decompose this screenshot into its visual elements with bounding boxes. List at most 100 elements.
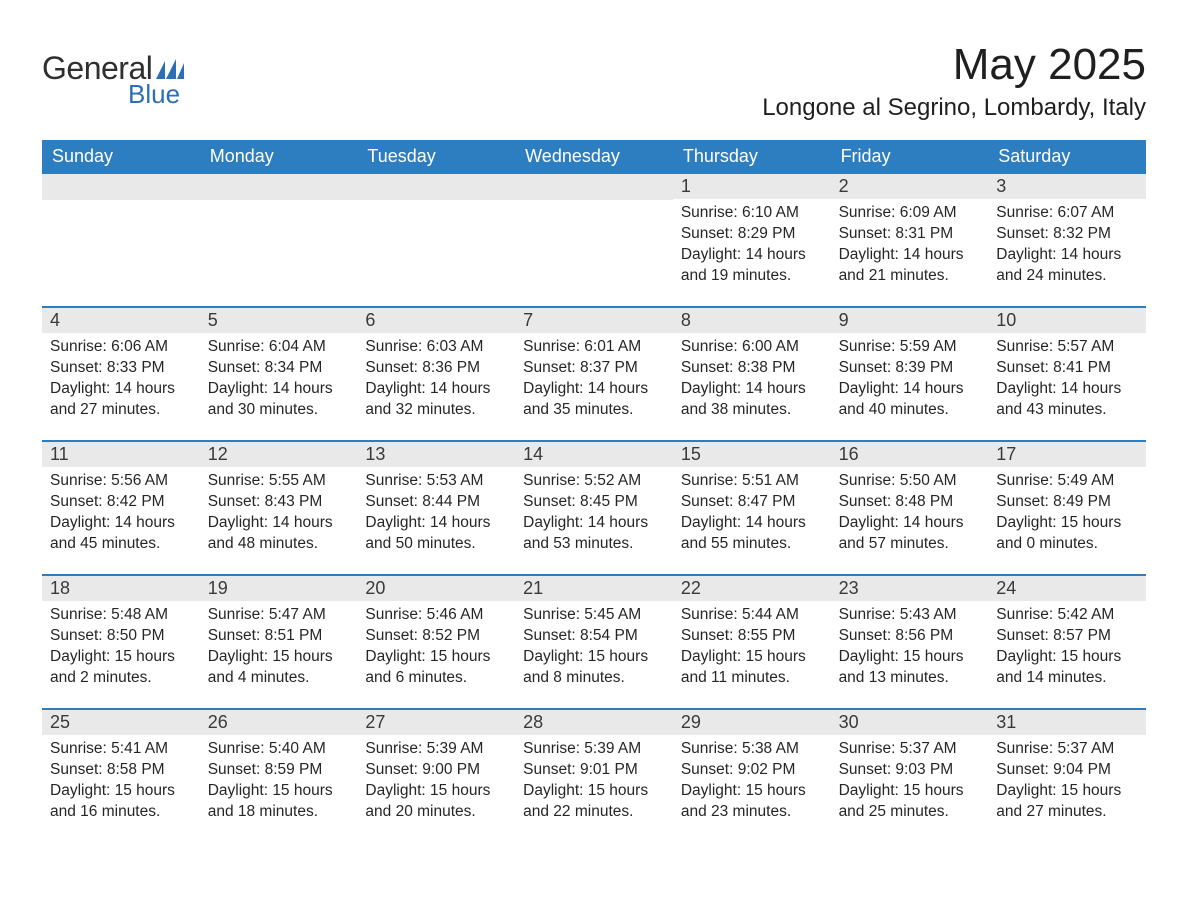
daylight-line2: and 2 minutes. bbox=[50, 668, 192, 689]
week-row: 18 Sunrise: 5:48 AMSunset: 8:50 PM Dayligh… bbox=[42, 574, 1146, 708]
day-cell bbox=[42, 174, 200, 306]
sunrise-text: Sunrise: 6:00 AM bbox=[681, 337, 823, 358]
weekday-saturday: Saturday bbox=[988, 140, 1146, 173]
day-cell: 22Sunrise: 5:44 AMSunset: 8:55 PMDayligh… bbox=[673, 576, 831, 708]
day-cell: 27Sunrise: 5:39 AMSunset: 9:00 PMDayligh… bbox=[357, 710, 515, 842]
day-number: 25 bbox=[42, 710, 200, 735]
day-cell: 11Sunrise: 5:56 AMSunset: 8:42 PMDayligh… bbox=[42, 442, 200, 574]
daylight-line2: and 35 minutes. bbox=[523, 400, 665, 421]
day-details: Sunrise: 6:04 AMSunset: 8:34 PMDaylight:… bbox=[200, 333, 358, 427]
weekday-sunday: Sunday bbox=[42, 140, 200, 173]
weeks-container: 1Sunrise: 6:10 AMSunset: 8:29 PMDaylight… bbox=[42, 174, 1146, 842]
day-details: Sunrise: 5:40 AMSunset: 8:59 PMDaylight:… bbox=[200, 735, 358, 829]
daylight-line1: Daylight: 14 hours bbox=[50, 379, 192, 400]
sunrise-text: Sunrise: 5:57 AM bbox=[996, 337, 1138, 358]
week-row: 25Sunrise: 5:41 AMSunset: 8:58 PMDayligh… bbox=[42, 708, 1146, 842]
weekday-monday: Monday bbox=[200, 140, 358, 173]
logo: General Blue bbox=[42, 50, 184, 110]
sunset-text: Sunset: 9:01 PM bbox=[523, 760, 665, 781]
daylight-line1: Daylight: 14 hours bbox=[839, 513, 981, 534]
day-details: Sunrise: 5:56 AMSunset: 8:42 PMDaylight:… bbox=[42, 467, 200, 561]
day-details: Sunrise: 5:52 AMSunset: 8:45 PMDaylight:… bbox=[515, 467, 673, 561]
daylight-line2: and 50 minutes. bbox=[365, 534, 507, 555]
day-details: Sunrise: 6:10 AMSunset: 8:29 PMDaylight:… bbox=[673, 199, 831, 293]
day-details: Sunrise: 6:06 AMSunset: 8:33 PMDaylight:… bbox=[42, 333, 200, 427]
weekday-wednesday: Wednesday bbox=[515, 140, 673, 173]
daylight-line2: and 6 minutes. bbox=[365, 668, 507, 689]
day-cell: 1Sunrise: 6:10 AMSunset: 8:29 PMDaylight… bbox=[673, 174, 831, 306]
daylight-line1: Daylight: 14 hours bbox=[208, 379, 350, 400]
day-number: 15 bbox=[673, 442, 831, 467]
sunrise-text: Sunrise: 5:39 AM bbox=[365, 739, 507, 760]
day-details: Sunrise: 6:07 AMSunset: 8:32 PMDaylight:… bbox=[988, 199, 1146, 293]
sunset-text: Sunset: 8:52 PM bbox=[365, 626, 507, 647]
sunrise-text: Sunrise: 5:44 AM bbox=[681, 605, 823, 626]
sunset-text: Sunset: 8:50 PM bbox=[50, 626, 192, 647]
day-cell: 2Sunrise: 6:09 AMSunset: 8:31 PMDaylight… bbox=[831, 174, 989, 306]
day-details: Sunrise: 5:38 AMSunset: 9:02 PMDaylight:… bbox=[673, 735, 831, 829]
sunrise-text: Sunrise: 6:06 AM bbox=[50, 337, 192, 358]
day-number: 21 bbox=[515, 576, 673, 601]
sunset-text: Sunset: 8:48 PM bbox=[839, 492, 981, 513]
sunset-text: Sunset: 8:39 PM bbox=[839, 358, 981, 379]
day-number: 20 bbox=[357, 576, 515, 601]
month-title: May 2025 bbox=[762, 40, 1146, 90]
daylight-line2: and 19 minutes. bbox=[681, 266, 823, 287]
day-number: 18 bbox=[42, 576, 200, 601]
daylight-line2: and 57 minutes. bbox=[839, 534, 981, 555]
sunset-text: Sunset: 8:31 PM bbox=[839, 224, 981, 245]
daylight-line1: Daylight: 15 hours bbox=[681, 647, 823, 668]
sunset-text: Sunset: 8:38 PM bbox=[681, 358, 823, 379]
sunrise-text: Sunrise: 6:01 AM bbox=[523, 337, 665, 358]
day-cell: 25Sunrise: 5:41 AMSunset: 8:58 PMDayligh… bbox=[42, 710, 200, 842]
sunrise-text: Sunrise: 5:53 AM bbox=[365, 471, 507, 492]
day-number: 3 bbox=[988, 174, 1146, 199]
sunset-text: Sunset: 8:43 PM bbox=[208, 492, 350, 513]
sunset-text: Sunset: 8:33 PM bbox=[50, 358, 192, 379]
sunrise-text: Sunrise: 6:03 AM bbox=[365, 337, 507, 358]
day-cell: 28Sunrise: 5:39 AMSunset: 9:01 PMDayligh… bbox=[515, 710, 673, 842]
day-cell bbox=[515, 174, 673, 306]
location-subtitle: Longone al Segrino, Lombardy, Italy bbox=[762, 94, 1146, 122]
day-number: 8 bbox=[673, 308, 831, 333]
sunrise-text: Sunrise: 5:38 AM bbox=[681, 739, 823, 760]
weekday-thursday: Thursday bbox=[673, 140, 831, 173]
day-details: Sunrise: 5:47 AMSunset: 8:51 PMDaylight:… bbox=[200, 601, 358, 695]
day-cell: 15Sunrise: 5:51 AMSunset: 8:47 PMDayligh… bbox=[673, 442, 831, 574]
daylight-line2: and 16 minutes. bbox=[50, 802, 192, 823]
day-number: 22 bbox=[673, 576, 831, 601]
day-details: Sunrise: 5:44 AMSunset: 8:55 PMDaylight:… bbox=[673, 601, 831, 695]
sunrise-text: Sunrise: 5:48 AM bbox=[50, 605, 192, 626]
day-cell: 29Sunrise: 5:38 AMSunset: 9:02 PMDayligh… bbox=[673, 710, 831, 842]
logo-blue-text: Blue bbox=[128, 79, 180, 110]
daylight-line1: Daylight: 14 hours bbox=[996, 379, 1138, 400]
sunrise-text: Sunrise: 5:37 AM bbox=[839, 739, 981, 760]
daylight-line2: and 24 minutes. bbox=[996, 266, 1138, 287]
day-cell: 13Sunrise: 5:53 AMSunset: 8:44 PMDayligh… bbox=[357, 442, 515, 574]
daylight-line2: and 53 minutes. bbox=[523, 534, 665, 555]
day-number: 29 bbox=[673, 710, 831, 735]
day-number: 14 bbox=[515, 442, 673, 467]
day-cell: 18Sunrise: 5:48 AMSunset: 8:50 PMDayligh… bbox=[42, 576, 200, 708]
day-number: 17 bbox=[988, 442, 1146, 467]
day-number: 7 bbox=[515, 308, 673, 333]
empty-daynum-bar bbox=[42, 174, 200, 200]
week-row: 11Sunrise: 5:56 AMSunset: 8:42 PMDayligh… bbox=[42, 440, 1146, 574]
daylight-line2: and 18 minutes. bbox=[208, 802, 350, 823]
sunrise-text: Sunrise: 6:07 AM bbox=[996, 203, 1138, 224]
daylight-line2: and 30 minutes. bbox=[208, 400, 350, 421]
day-cell: 17Sunrise: 5:49 AMSunset: 8:49 PMDayligh… bbox=[988, 442, 1146, 574]
sunset-text: Sunset: 9:03 PM bbox=[839, 760, 981, 781]
daylight-line1: Daylight: 14 hours bbox=[839, 379, 981, 400]
daylight-line2: and 0 minutes. bbox=[996, 534, 1138, 555]
day-details: Sunrise: 5:45 AMSunset: 8:54 PMDaylight:… bbox=[515, 601, 673, 695]
sunset-text: Sunset: 9:02 PM bbox=[681, 760, 823, 781]
sunset-text: Sunset: 8:29 PM bbox=[681, 224, 823, 245]
daylight-line2: and 14 minutes. bbox=[996, 668, 1138, 689]
sunset-text: Sunset: 8:37 PM bbox=[523, 358, 665, 379]
sunset-text: Sunset: 8:47 PM bbox=[681, 492, 823, 513]
daylight-line2: and 21 minutes. bbox=[839, 266, 981, 287]
day-cell: 6Sunrise: 6:03 AMSunset: 8:36 PMDaylight… bbox=[357, 308, 515, 440]
daylight-line1: Daylight: 15 hours bbox=[208, 647, 350, 668]
day-details: Sunrise: 6:00 AMSunset: 8:38 PMDaylight:… bbox=[673, 333, 831, 427]
